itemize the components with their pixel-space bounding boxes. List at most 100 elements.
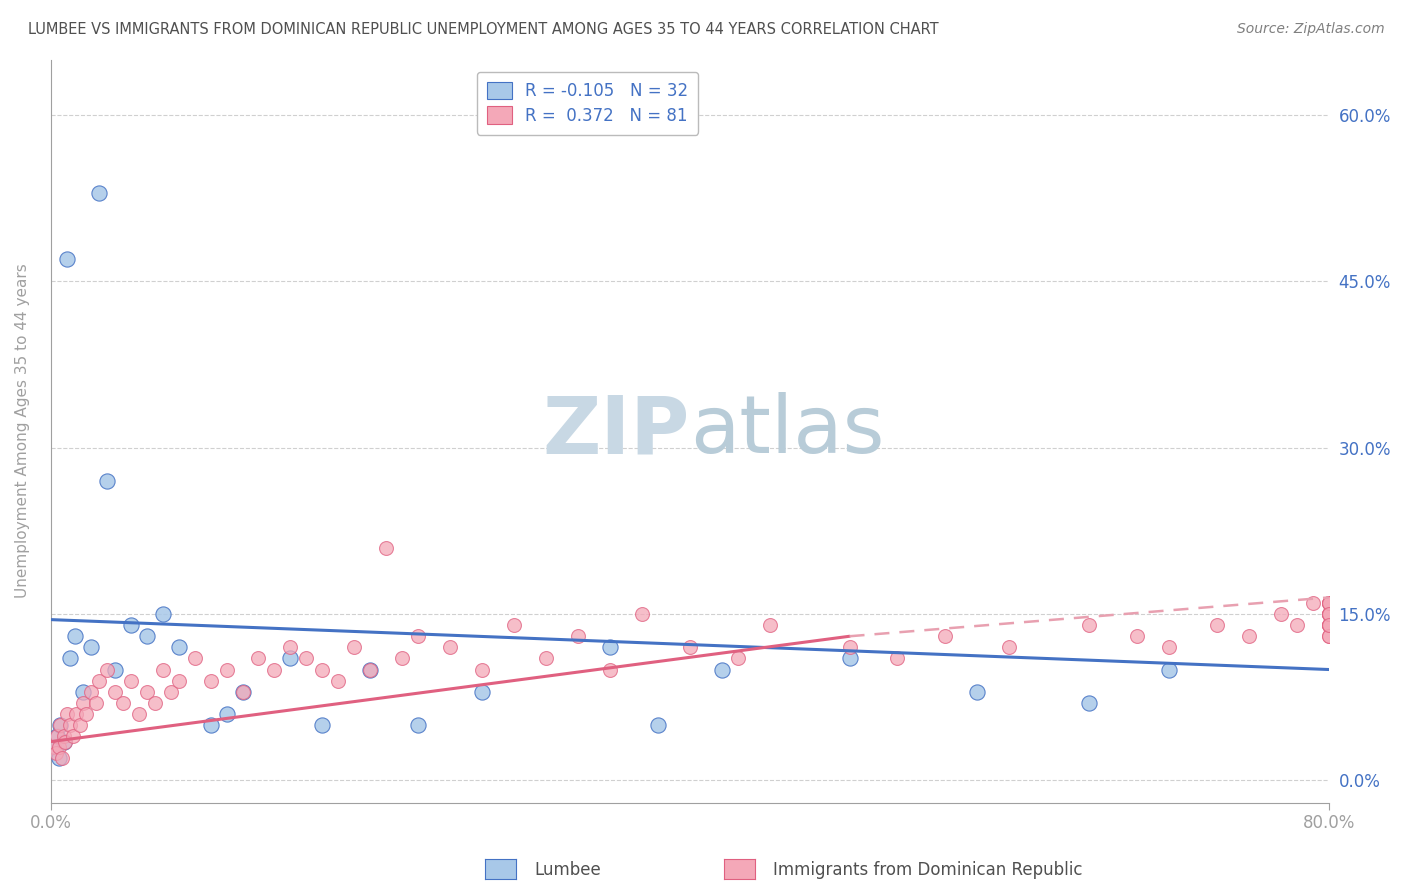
Point (59, 718, 82, 732)
Point (471, 663, 494, 677)
Point (48, 740, 70, 755)
Point (1157, 663, 1180, 677)
Point (567, 629, 589, 643)
Point (152, 663, 174, 677)
Point (1317, 618, 1340, 632)
Point (631, 607, 654, 621)
Point (52, 734, 75, 748)
Point (111, 696, 134, 710)
Point (45, 746, 67, 760)
Point (72, 684, 94, 698)
Point (120, 673, 142, 688)
Point (710, 663, 733, 677)
Point (311, 663, 333, 677)
Point (998, 640, 1021, 655)
Point (42, 740, 65, 755)
Point (183, 651, 205, 665)
Point (96, 474, 118, 488)
Point (534, 651, 557, 665)
Point (65, 706, 87, 721)
Point (1317, 607, 1340, 621)
Point (359, 663, 381, 677)
Point (80, 640, 103, 655)
Point (1302, 596, 1324, 610)
Point (1317, 607, 1340, 621)
Point (471, 684, 494, 698)
Point (1078, 618, 1101, 632)
Point (104, 684, 127, 698)
Point (53, 734, 76, 748)
Point (159, 684, 181, 698)
Point (75, 706, 97, 721)
Point (59, 651, 82, 665)
Point (1285, 618, 1308, 632)
Point (1317, 618, 1340, 632)
Point (135, 684, 157, 698)
Point (1206, 618, 1229, 632)
Point (406, 629, 429, 643)
Point (311, 718, 333, 732)
Point (280, 640, 302, 655)
Point (200, 718, 222, 732)
Text: ZIP: ZIP (543, 392, 690, 470)
Point (231, 684, 253, 698)
Point (1317, 618, 1340, 632)
Point (72, 696, 94, 710)
Point (838, 651, 860, 665)
Point (215, 706, 238, 721)
Point (391, 651, 413, 665)
Point (343, 640, 366, 655)
Point (1317, 629, 1340, 643)
Y-axis label: Unemployment Among Ages 35 to 44 years: Unemployment Among Ages 35 to 44 years (15, 264, 30, 599)
Point (439, 640, 461, 655)
Point (838, 640, 860, 655)
Point (406, 718, 429, 732)
Point (1317, 629, 1340, 643)
Point (263, 663, 285, 677)
Point (1317, 596, 1340, 610)
Text: Immigrants from Dominican Republic: Immigrants from Dominican Republic (773, 861, 1083, 879)
Point (1270, 607, 1292, 621)
Point (1317, 596, 1340, 610)
Point (215, 663, 238, 677)
Point (966, 684, 988, 698)
Point (1317, 596, 1340, 610)
Point (1317, 618, 1340, 632)
Point (280, 651, 302, 665)
Point (1078, 696, 1101, 710)
Point (63, 629, 86, 643)
Point (375, 541, 398, 555)
Text: Source: ZipAtlas.com: Source: ZipAtlas.com (1237, 22, 1385, 37)
Point (56, 252, 79, 267)
Point (247, 651, 270, 665)
Point (143, 696, 166, 710)
Point (934, 629, 956, 643)
Point (80, 684, 103, 698)
Point (886, 651, 908, 665)
Point (62, 729, 84, 743)
Point (49, 718, 72, 732)
Point (599, 663, 621, 677)
Point (167, 640, 190, 655)
Point (87, 186, 110, 200)
Point (49, 718, 72, 732)
Point (69, 718, 91, 732)
Point (1237, 629, 1260, 643)
Point (295, 651, 318, 665)
Point (231, 684, 253, 698)
Point (152, 607, 174, 621)
Point (84, 696, 107, 710)
Point (1317, 596, 1340, 610)
Text: LUMBEE VS IMMIGRANTS FROM DOMINICAN REPUBLIC UNEMPLOYMENT AMONG AGES 35 TO 44 YE: LUMBEE VS IMMIGRANTS FROM DOMINICAN REPU… (28, 22, 939, 37)
Point (599, 640, 621, 655)
Point (200, 673, 222, 688)
Point (120, 618, 142, 632)
Point (52, 729, 75, 743)
Point (1157, 640, 1180, 655)
Point (46, 729, 69, 743)
Point (727, 651, 749, 665)
Point (48, 751, 70, 765)
Legend: R = -0.105   N = 32, R =  0.372   N = 81: R = -0.105 N = 32, R = 0.372 N = 81 (477, 71, 699, 135)
Point (328, 673, 350, 688)
Point (1317, 607, 1340, 621)
